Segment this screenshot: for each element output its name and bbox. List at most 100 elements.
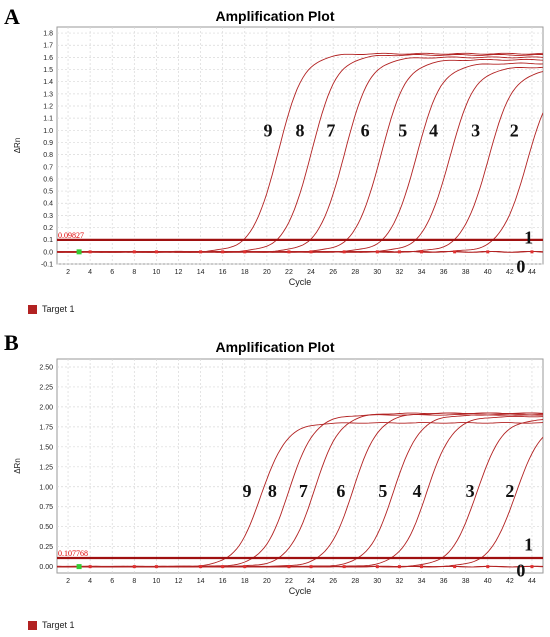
y-tick-label: 0.75 [39,504,53,511]
baseline-marker [453,250,457,254]
curve-label-7: 7 [299,481,308,501]
x-tick-label: 8 [132,578,136,585]
baseline-marker [132,565,136,569]
threshold-label: 0.107768 [58,549,88,558]
plot-area [56,358,544,574]
baseline-marker [154,565,158,569]
curve-label-0: 0 [516,256,525,276]
x-tick-label: 24 [307,578,315,585]
y-tick-label: 0.4 [43,201,53,208]
y-tick-label: 0.5 [43,189,53,196]
x-tick-label: 16 [219,578,227,585]
y-tick-label: 0.6 [43,176,53,183]
baseline-marker [375,250,379,254]
legend-swatch-icon [28,304,37,314]
x-tick-label: 2 [66,578,70,585]
x-tick-label: 4 [88,269,92,276]
y-tick-label: 0.0 [43,249,53,256]
baseline-marker [397,565,401,569]
curve-label-1: 1 [524,227,533,247]
curve-label-8: 8 [268,481,277,501]
curve-label-6: 6 [336,481,345,501]
panel-b-legend: Target 1 [28,620,75,630]
y-tick-label: 1.4 [43,79,53,86]
curve-label-4: 4 [413,481,422,501]
curve-line-0 [57,565,543,568]
x-tick-label: 12 [175,578,183,585]
baseline-marker [486,250,490,254]
y-tick-label: 1.1 [43,116,53,123]
y-tick-label: 0.00 [39,564,53,571]
curve-label-2: 2 [505,481,514,501]
curve-label-0: 0 [516,561,525,581]
baseline-marker [397,250,401,254]
baseline-marker [221,250,225,254]
x-tick-label: 36 [440,269,448,276]
baseline-marker [287,250,291,254]
baseline-marker [88,565,92,569]
y-tick-label: 0.8 [43,152,53,159]
y-tick-label: 0.25 [39,544,53,551]
panel-a-legend: Target 1 [28,304,75,314]
baseline-marker [243,565,247,569]
x-tick-label: 4 [88,578,92,585]
x-tick-label: 6 [110,269,114,276]
x-tick-label: 34 [418,269,426,276]
panel-b-legend-label: Target 1 [42,620,75,630]
x-tick-label: 40 [484,578,492,585]
curve-label-7: 7 [326,120,335,140]
baseline-marker [154,250,158,254]
baseline-marker [132,250,136,254]
x-tick-label: 16 [219,269,227,276]
curve-label-8: 8 [296,120,305,140]
curve-label-5: 5 [398,120,407,140]
panel-b-chart: 2 4 6 8 10 12 14 16 18 20 22 24 26 28 30 32 34 36 38 40 42 44… [13,358,544,596]
baseline-marker [287,565,291,569]
baseline-marker [243,250,247,254]
curve-label-6: 6 [361,120,370,140]
baseline-marker [420,565,423,569]
panel-a-title: Amplification Plot [215,8,335,24]
curve-label-3: 3 [466,481,475,501]
x-tick-label: 30 [373,578,381,585]
y-tick-label: 1.25 [39,464,53,471]
baseline-marker [375,565,379,569]
y-tick-label: 1.0 [43,128,53,135]
threshold-label: 0.09827 [58,231,84,240]
y-tick-label: 1.3 [43,91,53,98]
x-tick-label: 18 [241,578,249,585]
x-tick-label: 12 [175,269,183,276]
baseline-marker [88,250,92,254]
x-tick-label: 2 [66,269,70,276]
x-tick-label: 18 [241,269,249,276]
panel-a-letter: A [4,4,20,29]
x-tick-label: 22 [285,578,293,585]
y-tick-label: 1.6 [43,55,53,62]
x-tick-label: 26 [329,578,337,585]
baseline-marker [309,565,313,569]
baseline-marker [221,565,225,569]
curve-label-2: 2 [510,120,519,140]
y-tick-label: 1.5 [43,67,53,74]
panel-b-title: Amplification Plot [215,339,335,355]
x-tick-label: 8 [132,269,136,276]
x-tick-label: 40 [484,269,492,276]
x-tick-label: 32 [396,578,404,585]
x-tick-label: 36 [440,578,448,585]
y-tick-label: 1.8 [43,31,53,38]
y-tick-label: 0.7 [43,164,53,171]
curve-label-9: 9 [263,120,272,140]
x-tick-label: 10 [153,269,161,276]
panel-a-chart: 2 4 6 8 10 12 14 16 18 20 22 24 26 28 30 32 34 36 38 40 42 44… [13,26,544,287]
y-tick-label: 2.00 [39,404,53,411]
panel-b-letter: B [4,330,19,355]
x-tick-label: 28 [351,578,359,585]
baseline-marker [530,250,534,254]
x-tick-label: 14 [197,269,205,276]
baseline-marker [199,250,203,254]
y-tick-label: 1.2 [43,104,53,111]
baseline-start-marker [76,249,82,255]
y-axis-title: ΔRn [13,138,22,154]
x-tick-label: 20 [263,578,271,585]
baseline-marker [199,565,203,569]
